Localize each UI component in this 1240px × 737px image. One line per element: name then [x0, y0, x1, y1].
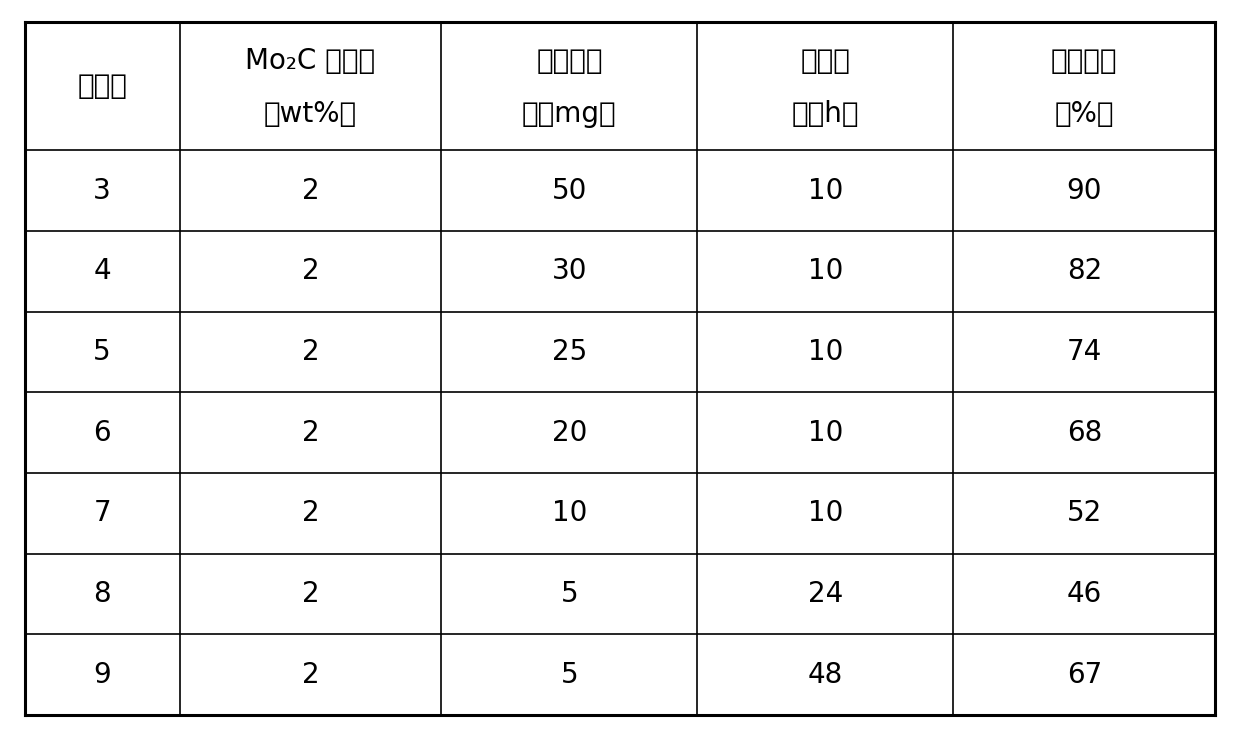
Text: 9: 9 [93, 660, 112, 688]
Text: 82: 82 [1066, 257, 1102, 285]
Text: 2: 2 [301, 499, 320, 527]
Text: 产物收率: 产物收率 [1052, 46, 1117, 74]
Text: 4: 4 [93, 257, 112, 285]
Text: 10: 10 [807, 338, 843, 366]
Text: 2: 2 [301, 257, 320, 285]
Text: 反应时: 反应时 [800, 46, 851, 74]
Text: 5: 5 [560, 580, 578, 608]
Text: 20: 20 [552, 419, 587, 447]
Text: 10: 10 [807, 499, 843, 527]
Text: 量（mg）: 量（mg） [522, 100, 616, 128]
Text: 10: 10 [552, 499, 587, 527]
Text: 10: 10 [807, 257, 843, 285]
Text: 催化剂质: 催化剂质 [536, 46, 603, 74]
Text: 25: 25 [552, 338, 587, 366]
Text: 间（h）: 间（h） [791, 100, 859, 128]
Text: 2: 2 [301, 580, 320, 608]
Text: （%）: （%） [1054, 100, 1114, 128]
Text: 68: 68 [1066, 419, 1102, 447]
Text: 10: 10 [807, 177, 843, 205]
Text: 8: 8 [93, 580, 112, 608]
Text: 24: 24 [807, 580, 843, 608]
Text: 3: 3 [93, 177, 112, 205]
Text: 74: 74 [1066, 338, 1102, 366]
Text: 52: 52 [1066, 499, 1102, 527]
Text: 2: 2 [301, 338, 320, 366]
Text: 5: 5 [560, 660, 578, 688]
Text: 2: 2 [301, 177, 320, 205]
Text: （wt%）: （wt%） [264, 100, 357, 128]
Text: 7: 7 [93, 499, 112, 527]
Text: 6: 6 [93, 419, 112, 447]
Text: Mo₂C 负载量: Mo₂C 负载量 [246, 46, 376, 74]
Text: 10: 10 [807, 419, 843, 447]
Text: 30: 30 [552, 257, 588, 285]
Text: 2: 2 [301, 419, 320, 447]
Text: 46: 46 [1066, 580, 1102, 608]
Text: 48: 48 [807, 660, 843, 688]
Text: 实施例: 实施例 [77, 72, 128, 100]
Text: 67: 67 [1066, 660, 1102, 688]
Text: 90: 90 [1066, 177, 1102, 205]
Text: 5: 5 [93, 338, 112, 366]
Text: 50: 50 [552, 177, 587, 205]
Text: 2: 2 [301, 660, 320, 688]
